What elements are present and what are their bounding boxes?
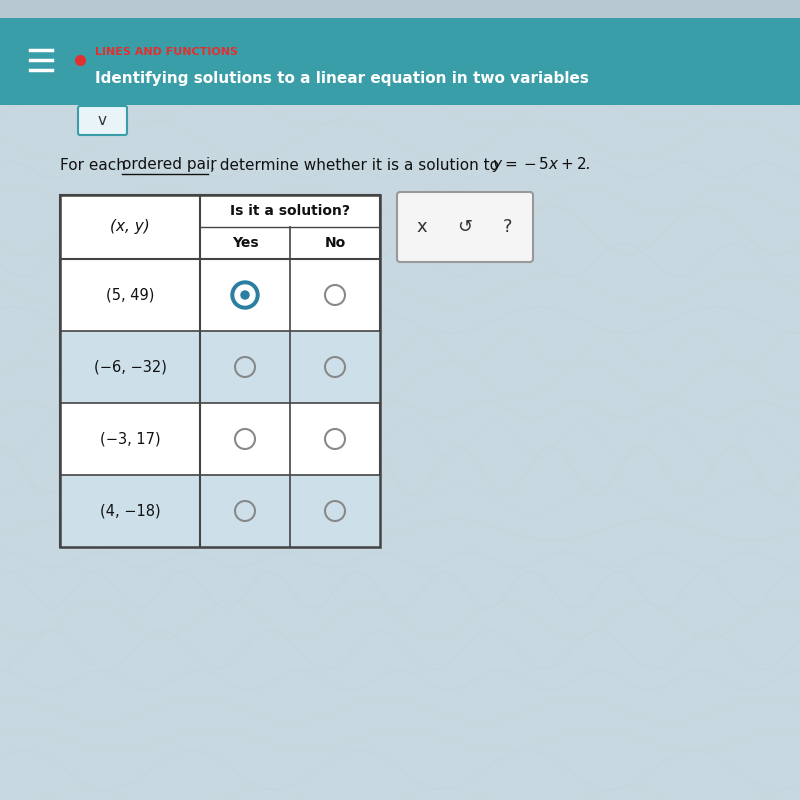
- Text: (x, y): (x, y): [110, 219, 150, 234]
- Text: Identifying solutions to a linear equation in two variables: Identifying solutions to a linear equati…: [95, 70, 589, 86]
- FancyBboxPatch shape: [78, 106, 127, 135]
- Circle shape: [231, 281, 259, 309]
- Text: No: No: [324, 236, 346, 250]
- FancyBboxPatch shape: [60, 331, 380, 403]
- Text: LINES AND FUNCTIONS: LINES AND FUNCTIONS: [95, 47, 238, 57]
- Circle shape: [235, 285, 255, 305]
- Text: Yes: Yes: [232, 236, 258, 250]
- Text: $y = -5x + 2$.: $y = -5x + 2$.: [492, 155, 591, 174]
- Text: (−3, 17): (−3, 17): [100, 431, 160, 446]
- Text: ?: ?: [503, 218, 513, 236]
- Text: (5, 49): (5, 49): [106, 287, 154, 302]
- FancyBboxPatch shape: [60, 195, 380, 547]
- Text: (−6, −32): (−6, −32): [94, 359, 166, 374]
- Text: For each: For each: [60, 158, 130, 173]
- Text: (4, −18): (4, −18): [100, 503, 160, 518]
- Text: ordered pair: ordered pair: [122, 158, 217, 173]
- FancyBboxPatch shape: [0, 18, 800, 105]
- FancyBboxPatch shape: [397, 192, 533, 262]
- Text: Is it a solution?: Is it a solution?: [230, 204, 350, 218]
- Text: ↺: ↺: [458, 218, 473, 236]
- Text: v: v: [98, 113, 107, 128]
- Text: x: x: [417, 218, 427, 236]
- Circle shape: [241, 291, 249, 299]
- Text: , determine whether it is a solution to: , determine whether it is a solution to: [210, 158, 509, 173]
- FancyBboxPatch shape: [0, 0, 800, 18]
- FancyBboxPatch shape: [60, 475, 380, 547]
